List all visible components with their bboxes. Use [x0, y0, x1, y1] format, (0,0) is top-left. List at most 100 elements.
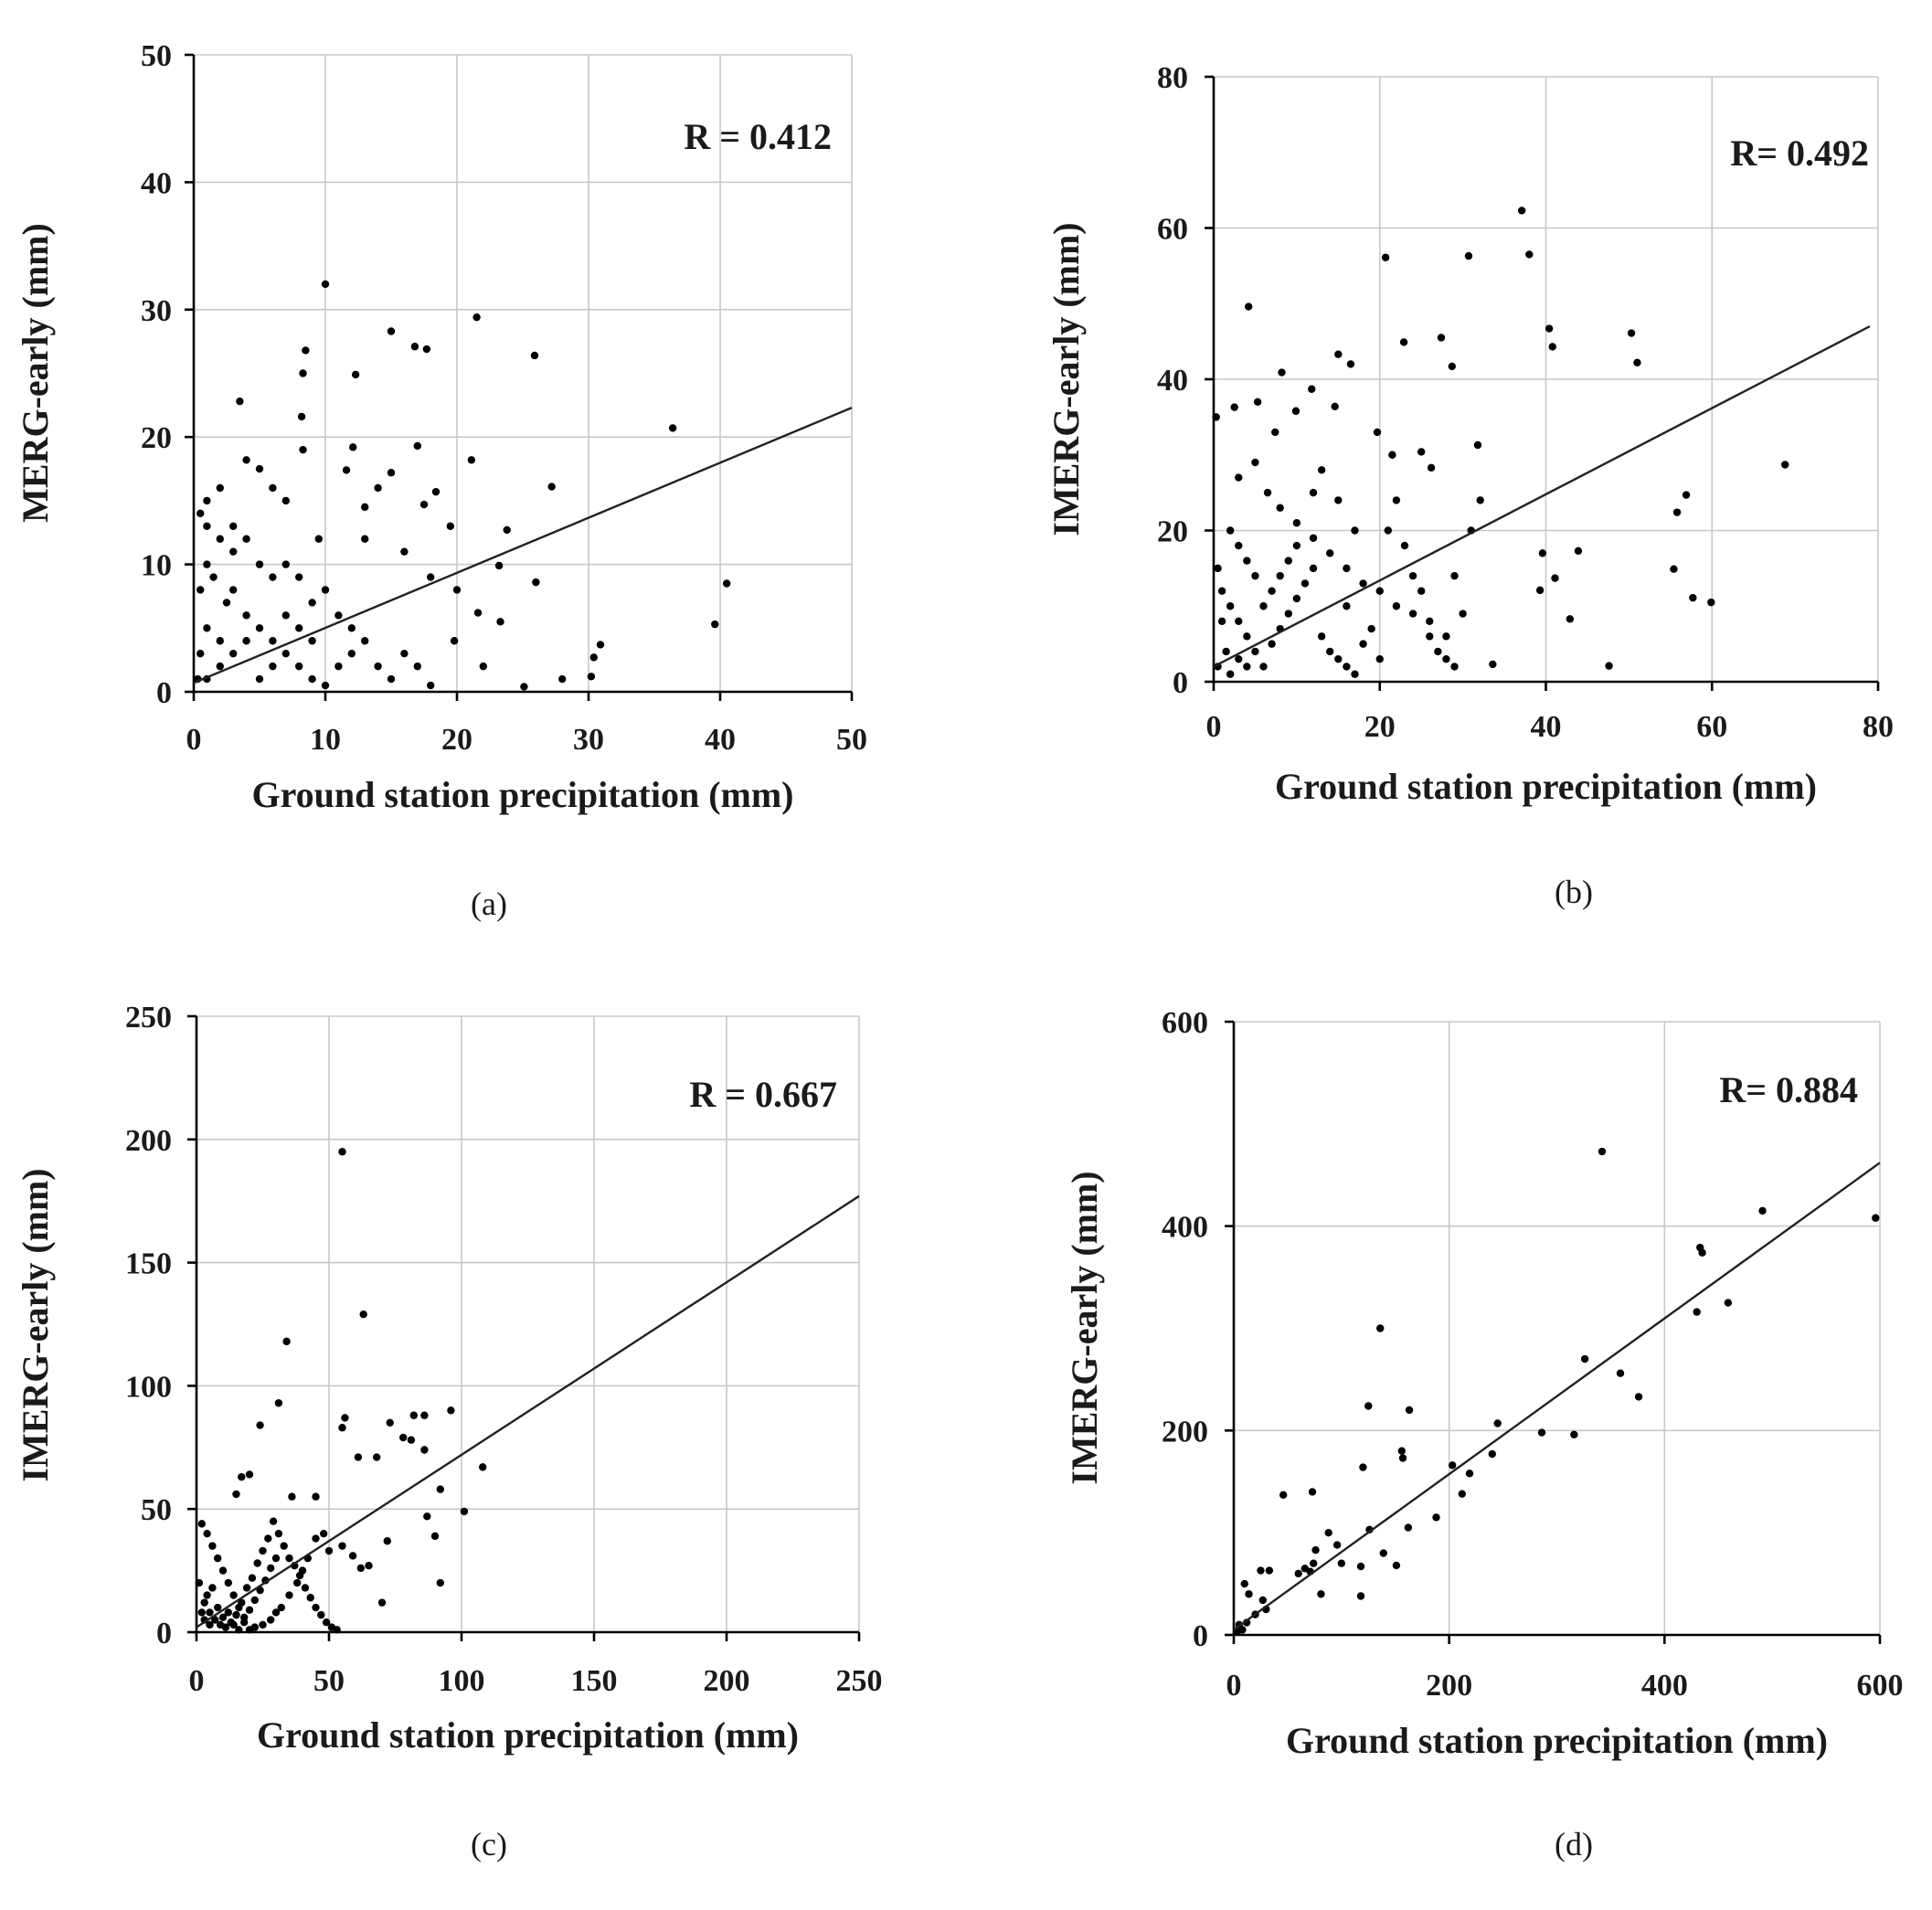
data-point — [297, 412, 306, 421]
data-point — [1235, 617, 1243, 625]
data-point — [1356, 1592, 1365, 1600]
data-point — [203, 496, 211, 505]
data-point — [245, 1626, 254, 1634]
data-point — [1253, 398, 1262, 407]
data-point — [200, 1598, 208, 1607]
data-point — [410, 343, 419, 351]
data-point — [1384, 526, 1393, 535]
data-point — [196, 649, 205, 658]
data-point — [430, 1532, 440, 1541]
data-point — [1537, 1428, 1546, 1437]
data-point — [256, 1421, 264, 1429]
data-point — [216, 483, 224, 493]
panel-d: 0 200 400 600 0 200 400 600 Ground station preci… — [1064, 1006, 1904, 1862]
data-point — [547, 483, 556, 491]
data-point — [1284, 610, 1292, 618]
x-tick-label: 80 — [1863, 710, 1894, 744]
y-tick-label: 40 — [1157, 364, 1188, 398]
data-point — [1214, 564, 1222, 573]
y-tick-label: 50 — [141, 1493, 172, 1527]
data-point — [295, 662, 303, 671]
data-point — [208, 1584, 217, 1592]
data-point — [1375, 654, 1384, 663]
data-point — [1449, 1461, 1457, 1470]
data-point — [308, 599, 316, 607]
data-point — [377, 1598, 387, 1607]
data-point — [269, 573, 277, 581]
data-point — [1292, 519, 1301, 527]
data-point — [1570, 1430, 1578, 1439]
data-point — [293, 1578, 302, 1587]
data-point — [1488, 1449, 1497, 1459]
data-point — [1359, 1463, 1367, 1471]
data-point — [321, 681, 330, 690]
data-point — [1392, 496, 1401, 504]
data-point — [420, 1411, 429, 1419]
data-point — [1251, 647, 1259, 656]
data-point — [1278, 368, 1286, 377]
data-point — [1426, 617, 1434, 625]
data-point — [299, 445, 307, 454]
data-point — [1251, 458, 1259, 467]
data-point — [1317, 632, 1326, 641]
data-point — [1489, 660, 1497, 669]
data-point — [255, 624, 264, 632]
data-point — [282, 1337, 291, 1346]
data-point — [479, 662, 487, 671]
panel-caption: (b) — [1555, 874, 1593, 910]
data-point — [281, 560, 290, 568]
data-point — [1235, 541, 1243, 550]
data-point — [280, 1542, 288, 1550]
data-point — [322, 1618, 331, 1627]
data-point — [1376, 1324, 1385, 1332]
data-point — [1217, 617, 1226, 625]
data-point — [1525, 250, 1534, 259]
data-point — [1235, 473, 1243, 482]
data-point — [365, 1562, 373, 1570]
data-point — [1292, 594, 1301, 603]
data-point — [321, 280, 330, 289]
data-point — [1243, 632, 1251, 641]
data-point — [1493, 1419, 1502, 1427]
data-point — [347, 624, 356, 632]
data-point — [333, 1626, 341, 1634]
regression-line — [1233, 1162, 1881, 1631]
data-point — [387, 674, 396, 684]
data-point — [229, 586, 238, 594]
x-tick-label: 200 — [1426, 1669, 1472, 1703]
data-point — [1548, 343, 1556, 351]
data-point — [269, 637, 277, 645]
regression-line — [193, 407, 853, 684]
data-point — [206, 1620, 214, 1629]
data-point — [224, 1578, 232, 1587]
data-point — [1427, 463, 1436, 472]
y-axis-title: MERG-early (mm) — [15, 223, 56, 523]
data-point — [1309, 564, 1318, 573]
data-point — [1545, 324, 1554, 333]
data-point — [229, 522, 238, 530]
data-point — [1294, 1569, 1302, 1578]
data-point — [361, 503, 369, 512]
data-point — [197, 1608, 206, 1617]
data-point — [1426, 632, 1434, 641]
data-point — [274, 1399, 283, 1407]
data-point — [452, 586, 462, 594]
data-point — [1580, 1354, 1589, 1364]
y-tick-label: 20 — [141, 421, 172, 455]
y-tick-label: 0 — [156, 676, 172, 710]
data-point — [281, 649, 290, 658]
data-point — [245, 1606, 254, 1614]
data-point — [1398, 1454, 1407, 1462]
data-point — [238, 1598, 246, 1607]
data-point — [1417, 587, 1426, 595]
panel-caption: (c) — [471, 1826, 507, 1862]
data-point — [250, 1596, 259, 1605]
data-point — [218, 1566, 228, 1575]
data-point — [281, 611, 290, 620]
correlation-label: R = 0.667 — [689, 1074, 837, 1115]
data-point — [269, 662, 277, 671]
data-point — [1271, 428, 1279, 437]
data-point — [1343, 602, 1351, 610]
data-point — [494, 561, 504, 570]
panel-caption: (a) — [471, 886, 507, 922]
